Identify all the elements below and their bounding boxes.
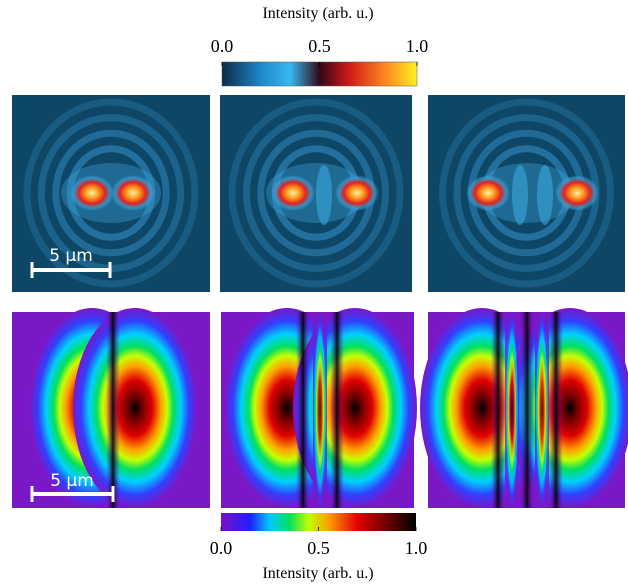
fringe (52, 129, 170, 257)
stripe (549, 312, 563, 508)
stripe (106, 312, 120, 508)
fringe (439, 98, 614, 288)
spot (466, 175, 510, 211)
spot (70, 175, 114, 211)
fringe (23, 98, 199, 288)
stripe (520, 312, 534, 508)
stripe (505, 312, 519, 508)
measured-image (220, 95, 412, 292)
spot (111, 175, 155, 211)
lobe (73, 308, 197, 508)
stripe (491, 312, 505, 508)
colorbar-title: Intensity (arb. u.) (262, 565, 373, 582)
scale-bar-label: 5 μm (49, 246, 93, 266)
colorbar (221, 513, 416, 531)
spot (271, 175, 315, 211)
stripe (535, 312, 549, 508)
fringe (242, 114, 390, 272)
spot (555, 175, 599, 211)
colorbar-tick-label: 0.5 (307, 538, 330, 558)
colorbar-tick-label: 1.0 (406, 36, 429, 56)
scale-bar-label: 5 μm (50, 471, 94, 491)
fringe (228, 98, 404, 288)
colorbar-tick-label: 0.5 (308, 36, 331, 56)
spot (537, 165, 553, 225)
colorbar-tick-label: 0.0 (211, 36, 234, 56)
colorbar-tick-label: 0.0 (210, 538, 233, 558)
stripe (296, 312, 310, 508)
stripe (313, 312, 327, 508)
lobe (293, 308, 417, 508)
spot (335, 175, 379, 211)
stripe (330, 312, 344, 508)
spot (316, 165, 332, 225)
colorbar-title: Intensity (arb. u.) (262, 5, 373, 22)
spot (512, 165, 528, 225)
colorbar-tick-label: 1.0 (405, 538, 428, 558)
